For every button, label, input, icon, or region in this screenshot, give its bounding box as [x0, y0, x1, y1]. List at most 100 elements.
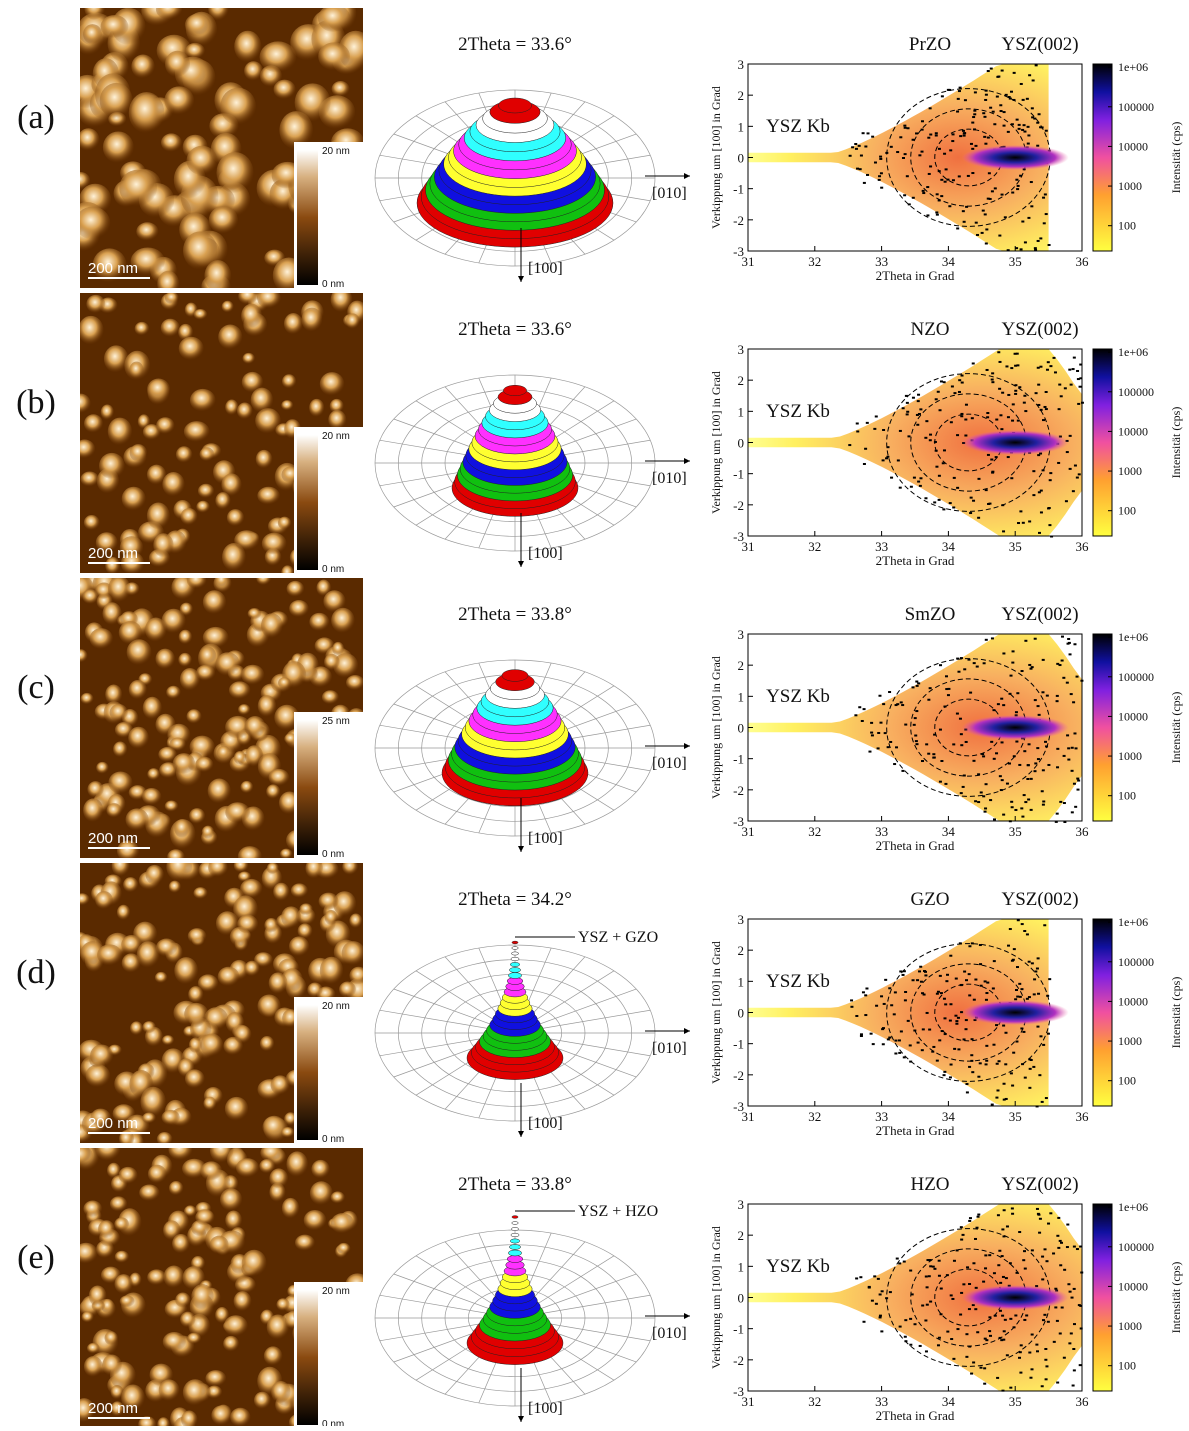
- map-speckle: [1002, 1024, 1006, 1027]
- afm-grain: [253, 1391, 271, 1410]
- map-speckle: [907, 203, 911, 206]
- map-speckle: [915, 413, 919, 416]
- map-speckle: [1076, 378, 1080, 381]
- map-speckle: [948, 502, 952, 505]
- map-speckle: [859, 154, 863, 157]
- map-speckle: [917, 682, 921, 685]
- map-speckle: [921, 1028, 925, 1031]
- y-tick-label: -3: [733, 1099, 744, 1114]
- map-speckle: [989, 799, 993, 802]
- map-speckle: [910, 1293, 914, 1296]
- map-speckle: [1002, 124, 1006, 127]
- map-speckle: [999, 414, 1003, 417]
- map-speckle: [955, 712, 959, 715]
- map-speckle: [1002, 530, 1006, 533]
- map-speckle: [915, 710, 919, 713]
- afm-grain: [80, 128, 100, 151]
- map-speckle: [1079, 363, 1083, 366]
- afm-grain: [88, 1285, 107, 1307]
- afm-grain: [186, 145, 218, 176]
- y-tick-label: -3: [733, 244, 744, 259]
- afm-grain: [329, 398, 344, 414]
- map-speckle: [915, 680, 919, 683]
- afm-grain: [155, 713, 176, 736]
- afm-grain: [273, 79, 296, 100]
- map-speckle: [1018, 763, 1022, 766]
- map-speckle: [1039, 126, 1043, 129]
- map-speckle: [885, 457, 889, 460]
- map-speckle: [974, 1286, 978, 1289]
- map-speckle: [850, 999, 854, 1002]
- pole-layer: [510, 1238, 520, 1244]
- map-speckle: [974, 221, 978, 224]
- afm-grain: [241, 1249, 267, 1277]
- map-speckle: [957, 90, 961, 93]
- map-speckle: [1010, 806, 1014, 809]
- afm-grain: [217, 966, 240, 987]
- map-speckle: [964, 740, 968, 743]
- y-axis-label: Verkippung um [100] in Grad: [709, 86, 723, 229]
- map-speckle: [1036, 705, 1040, 708]
- map-speckle: [886, 1038, 890, 1041]
- map-speckle: [1037, 383, 1041, 386]
- afm-grain: [191, 1283, 214, 1310]
- map-speckle: [999, 110, 1003, 113]
- map-speckle: [909, 1343, 913, 1346]
- afm-grain: [276, 1298, 290, 1312]
- map-speckle: [926, 186, 930, 189]
- map-speckle: [1032, 494, 1036, 497]
- map-speckle: [1018, 1231, 1022, 1234]
- x-tick-label: 32: [808, 1109, 821, 1124]
- y-tick-label: -2: [733, 783, 744, 798]
- afm-grain: [271, 1381, 291, 1404]
- map-speckle: [964, 403, 968, 406]
- map-speckle: [1005, 1225, 1009, 1228]
- map-speckle: [922, 993, 926, 996]
- map-substrate-label: YSZ(002): [1001, 1174, 1078, 1195]
- map-speckle: [1038, 1074, 1042, 1077]
- map-speckle: [1026, 777, 1030, 780]
- map-speckle: [960, 1291, 964, 1294]
- map-speckle: [1025, 1314, 1029, 1317]
- map-speckle: [1012, 71, 1016, 74]
- afm-grain: [147, 1269, 167, 1286]
- map-speckle: [882, 703, 886, 706]
- map-speckle: [968, 1219, 972, 1222]
- map-speckle: [932, 753, 936, 756]
- map-speckle: [990, 637, 994, 640]
- map-speckle: [874, 1302, 878, 1305]
- afm-grain: [301, 307, 323, 332]
- afm-grain: [193, 887, 208, 900]
- map-speckle: [905, 401, 909, 404]
- afm-grain: [305, 863, 323, 879]
- map-speckle: [1066, 734, 1070, 737]
- map-speckle: [956, 434, 960, 437]
- map-speckle: [961, 1233, 965, 1236]
- map-speckle: [1074, 747, 1078, 750]
- afm-grain: [166, 685, 181, 700]
- map-speckle: [1062, 1356, 1066, 1359]
- map-speckle: [956, 110, 960, 113]
- colorbar-tick-label: 10000: [1118, 424, 1148, 438]
- map-speckle: [893, 763, 897, 766]
- y-tick-label: 0: [738, 1291, 745, 1306]
- map-speckle: [968, 1065, 972, 1068]
- map-speckle: [904, 991, 908, 994]
- map-speckle: [990, 1103, 994, 1106]
- afm-grain: [128, 726, 149, 749]
- map-speckle: [952, 506, 956, 509]
- colorbar-tick-label: 1000: [1118, 1034, 1142, 1048]
- map-speckle: [1067, 1283, 1071, 1286]
- map-speckle: [982, 662, 986, 665]
- afm-grain: [223, 1335, 240, 1352]
- colorbar-tick-label: 1000: [1118, 1319, 1142, 1333]
- map-speckle: [976, 1215, 980, 1218]
- map-speckle: [918, 154, 922, 157]
- map-speckle: [870, 731, 874, 734]
- map-speckle: [880, 1330, 884, 1333]
- afm-grain: [319, 956, 344, 985]
- afm-grain: [108, 771, 133, 794]
- colorbar-tick-label: 1000: [1118, 749, 1142, 763]
- x-tick-label: 33: [875, 254, 888, 269]
- map-speckle: [960, 1011, 964, 1014]
